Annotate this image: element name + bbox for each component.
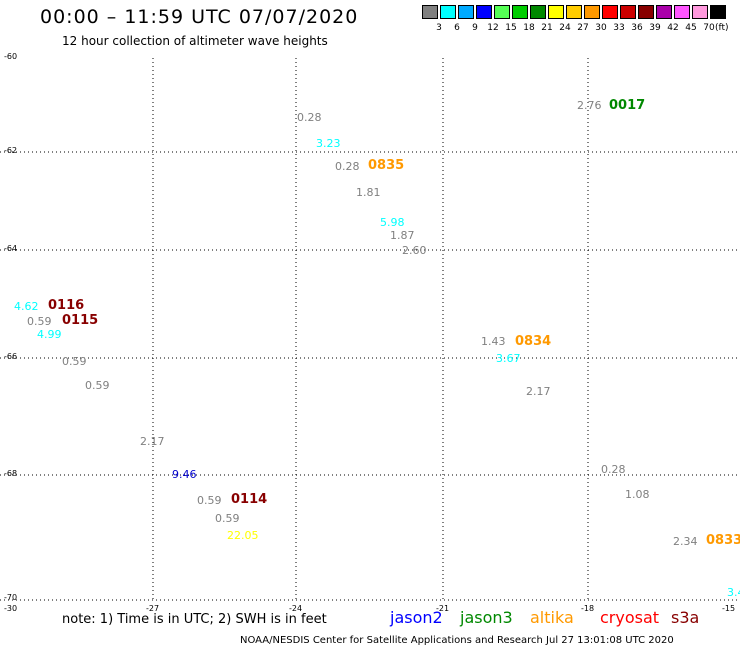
- wave-height-reading: 2.17: [526, 385, 551, 398]
- wave-height-reading: 22.05: [227, 529, 259, 542]
- legend-label: 21: [541, 23, 553, 33]
- legend-label: 15: [505, 23, 517, 33]
- latitude-label: -62: [4, 146, 18, 155]
- legend-swatch: [530, 5, 546, 19]
- pass-time-label: 0116: [48, 298, 85, 313]
- legend-swatch: [548, 5, 564, 19]
- wave-height-reading: 3.23: [316, 137, 341, 150]
- wave-height-reading: 2.76: [577, 99, 602, 112]
- legend-swatch: [692, 5, 708, 19]
- wave-height-reading: 0.28: [335, 160, 360, 173]
- legend-label: 6: [454, 23, 460, 33]
- latitude-label: -70: [4, 593, 18, 602]
- legend-label: 18: [523, 23, 535, 33]
- legend-unit: (ft): [715, 23, 729, 33]
- legend-swatch: [602, 5, 618, 19]
- wave-height-reading: 3.4: [727, 586, 740, 599]
- wave-height-reading: 2.60: [402, 244, 427, 257]
- pass-time-label: 0834: [515, 334, 552, 349]
- legend-swatch: [458, 5, 474, 19]
- legend-swatch: [512, 5, 528, 19]
- legend-swatch: [422, 5, 438, 19]
- longitude-label: -21: [436, 604, 450, 613]
- wave-height-reading: 0.59: [62, 355, 87, 368]
- legend-label: 12: [487, 23, 499, 33]
- latitude-label: -64: [4, 244, 18, 253]
- satellite-legend-altika: altika: [530, 608, 574, 627]
- wave-height-reading: 2.17: [140, 435, 165, 448]
- wave-height-reading: 4.99: [37, 328, 62, 341]
- longitude-label: -30: [4, 604, 18, 613]
- legend-swatch: [674, 5, 690, 19]
- wave-height-reading: 1.43: [481, 335, 506, 348]
- satellite-legend-cryosat: cryosat: [600, 608, 660, 627]
- wave-height-reading: 0.59: [197, 494, 222, 507]
- legend-swatch: [710, 5, 726, 19]
- longitude-label: -24: [289, 604, 303, 613]
- legend-label: 42: [667, 23, 679, 33]
- legend-swatch: [584, 5, 600, 19]
- pass-time-label: 0833: [706, 533, 740, 548]
- legend-swatch: [440, 5, 456, 19]
- legend-swatch: [476, 5, 492, 19]
- wave-height-reading: 0.59: [27, 315, 52, 328]
- legend-label: 24: [559, 23, 571, 33]
- longitude-label: -15: [722, 604, 736, 613]
- legend-swatch: [566, 5, 582, 19]
- wave-height-reading: 0.59: [85, 379, 110, 392]
- wave-height-reading: 4.62: [14, 300, 39, 313]
- satellite-legend-jason2: jason2: [390, 608, 443, 627]
- wave-height-reading: 2.34: [673, 535, 698, 548]
- credit-line: NOAA/NESDIS Center for Satellite Applica…: [240, 635, 674, 646]
- latitude-label: -60: [4, 52, 18, 61]
- wave-height-reading: 0.59: [215, 512, 240, 525]
- wave-height-reading: 1.08: [625, 488, 650, 501]
- satellite-legend-s3a: s3a: [671, 608, 700, 627]
- legend-label: 70: [703, 23, 715, 33]
- legend-swatch: [638, 5, 654, 19]
- wave-height-reading: 3.67: [496, 352, 521, 365]
- legend-swatch: [656, 5, 672, 19]
- legend-swatch: [620, 5, 636, 19]
- legend-label: 30: [595, 23, 607, 33]
- latitude-label: -66: [4, 352, 18, 361]
- footer-note: note: 1) Time is in UTC; 2) SWH is in fe…: [62, 612, 327, 627]
- pass-time-label: 0114: [231, 492, 268, 507]
- chart-subtitle: 12 hour collection of altimeter wave hei…: [62, 34, 328, 48]
- legend-label: 3: [436, 23, 442, 33]
- wave-height-reading: 1.87: [390, 229, 415, 242]
- wave-height-reading: 1.81: [356, 186, 381, 199]
- legend-label: 45: [685, 23, 697, 33]
- legend-label: 27: [577, 23, 589, 33]
- wave-height-reading: 0.28: [601, 463, 626, 476]
- legend-swatch: [494, 5, 510, 19]
- wave-height-reading: 0.28: [297, 111, 322, 124]
- pass-time-label: 0835: [368, 158, 405, 173]
- legend-label: 36: [631, 23, 643, 33]
- legend-label: 39: [649, 23, 661, 33]
- longitude-label: -27: [146, 604, 160, 613]
- satellite-legend-jason3: jason3: [460, 608, 513, 627]
- latitude-label: -68: [4, 469, 18, 478]
- legend-label: 9: [472, 23, 478, 33]
- wave-height-reading: 9.46: [172, 468, 197, 481]
- chart-title: 00:00 – 11:59 UTC 07/07/2020: [40, 6, 359, 28]
- pass-time-label: 0017: [609, 98, 646, 113]
- longitude-label: -18: [581, 604, 595, 613]
- pass-time-label: 0115: [62, 313, 99, 328]
- wave-height-reading: 5.98: [380, 216, 405, 229]
- legend-label: 33: [613, 23, 625, 33]
